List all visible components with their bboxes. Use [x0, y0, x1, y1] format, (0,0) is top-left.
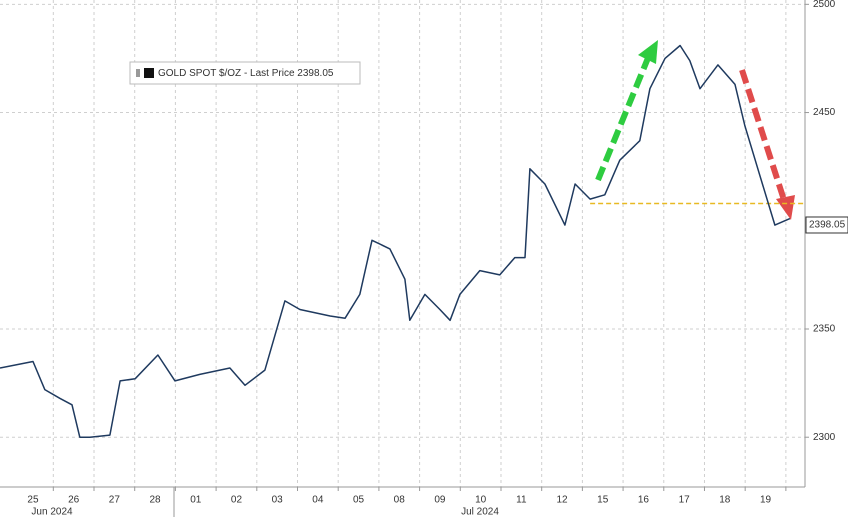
- month-label: Jul 2024: [461, 507, 499, 517]
- x-tick-label: 27: [109, 495, 121, 506]
- x-tick-label: 10: [475, 495, 487, 506]
- arrow-head: [638, 40, 658, 64]
- x-tick-label: 28: [149, 495, 161, 506]
- x-tick-label: 17: [679, 495, 691, 506]
- arrow-shaft: [595, 56, 651, 182]
- month-label: Jun 2024: [31, 507, 73, 517]
- y-tick-label: 2350: [813, 324, 836, 335]
- x-tick-label: 02: [231, 495, 243, 506]
- legend-handle: [136, 69, 140, 77]
- x-tick-label: 25: [27, 495, 39, 506]
- x-tick-label: 15: [597, 495, 609, 506]
- legend-swatch: [144, 68, 154, 78]
- x-tick-label: 18: [719, 495, 731, 506]
- legend-box: [129, 61, 361, 85]
- x-tick-label: 03: [272, 495, 284, 506]
- y-tick-label: 2300: [813, 432, 836, 443]
- grid: [0, 0, 805, 487]
- x-tick-label: 11: [516, 495, 527, 506]
- y-tick-label: 2500: [813, 0, 836, 10]
- x-tick-label: 04: [312, 495, 324, 506]
- arrow-head: [776, 195, 795, 220]
- price-line: [0, 44, 791, 438]
- x-tick-label: 16: [638, 495, 650, 506]
- x-tick-label: 12: [556, 495, 568, 506]
- legend: GOLD SPOT $/OZ - Last Price 2398.05: [129, 61, 361, 85]
- x-tick-label: 01: [190, 495, 202, 506]
- last-price-tag: [805, 216, 848, 234]
- x-tick-label: 19: [760, 495, 772, 506]
- last-price-label: 2398.05: [809, 220, 846, 231]
- green-arrow: [595, 40, 658, 182]
- x-tick-label: 26: [68, 495, 80, 506]
- x-tick-label: 08: [394, 495, 406, 506]
- x-tick-label: 05: [353, 495, 365, 506]
- y-tick-label: 2450: [813, 107, 836, 118]
- x-tick-label: 09: [434, 495, 446, 506]
- legend-label: GOLD SPOT $/OZ - Last Price 2398.05: [158, 68, 334, 79]
- arrow-shaft: [739, 69, 787, 201]
- red-arrow: [739, 69, 795, 220]
